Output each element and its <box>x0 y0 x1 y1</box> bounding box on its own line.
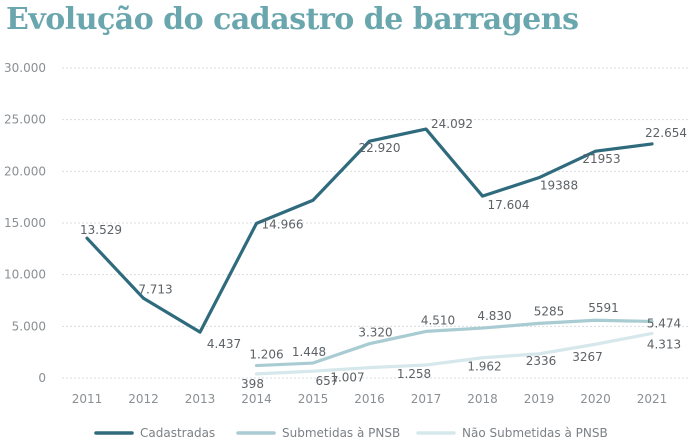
x-tick-label: 2011 <box>72 392 103 406</box>
page-title: Evolução do cadastro de barragens <box>6 2 579 37</box>
data-label-cadastradas: 22.654 <box>645 126 687 140</box>
legend: Cadastradas Submetidas à PNSB Não Submetid… <box>94 426 608 440</box>
legend-label-submetidas: Submetidas à PNSB <box>282 426 400 440</box>
data-label-submetidas: 5591 <box>588 301 619 315</box>
data-label-cadastradas: 19388 <box>540 179 578 193</box>
data-label-nao_submetidas: 4.313 <box>647 337 681 351</box>
data-label-cadastradas: 4.437 <box>207 337 241 351</box>
series-line-cadastradas <box>85 127 654 334</box>
x-tick-label: 2020 <box>580 392 611 406</box>
x-tick-label: 2013 <box>185 392 216 406</box>
y-tick-label: 20.000 <box>4 164 46 178</box>
series-line-nao_submetidas <box>254 331 654 376</box>
data-labels: 13.529 7.713 4.437 14.966 22.920 24.092 17.604… <box>80 117 687 391</box>
data-label-submetidas: 4.510 <box>421 313 455 327</box>
data-label-nao_submetidas: 657 <box>316 374 339 388</box>
x-tick-label: 2021 <box>637 392 668 406</box>
y-tick-label: 15.000 <box>4 216 46 230</box>
grid-lines <box>62 67 690 379</box>
data-label-cadastradas: 7.713 <box>138 282 172 296</box>
data-label-cadastradas: 17.604 <box>488 198 530 212</box>
series-line-submetidas <box>254 318 654 368</box>
data-label-cadastradas: 21953 <box>582 152 620 166</box>
x-tick-label: 2017 <box>411 392 442 406</box>
data-label-nao_submetidas: 1.007 <box>330 371 364 385</box>
legend-label-nao_submetidas: Não Submetidas à PNSB <box>462 426 608 440</box>
data-label-nao_submetidas: 2336 <box>526 354 557 368</box>
y-tick-label: 10.000 <box>4 268 46 282</box>
data-label-submetidas: 4.830 <box>477 309 511 323</box>
data-label-submetidas: 5285 <box>534 304 565 318</box>
x-axis-ticks: 2011 2012 2013 2014 2015 2016 2017 2018 2019 2020… <box>72 392 668 406</box>
data-label-submetidas: 5.474 <box>647 316 681 330</box>
legend-label-cadastradas: Cadastradas <box>140 426 215 440</box>
data-label-submetidas: 1.206 <box>249 348 283 362</box>
y-axis-ticks: 0 5.000 10.000 15.000 20.000 25.000 30.000 <box>4 61 46 385</box>
data-label-cadastradas: 22.920 <box>359 141 401 155</box>
x-tick-label: 2014 <box>241 392 272 406</box>
data-label-cadastradas: 24.092 <box>431 117 473 131</box>
data-label-nao_submetidas: 3267 <box>572 350 603 364</box>
y-tick-label: 5.000 <box>12 319 46 333</box>
data-label-submetidas: 1.448 <box>292 345 326 359</box>
x-tick-label: 2015 <box>298 392 329 406</box>
data-label-nao_submetidas: 1.258 <box>397 367 431 381</box>
y-tick-label: 25.000 <box>4 113 46 127</box>
data-label-submetidas: 3.320 <box>358 326 392 340</box>
data-label-cadastradas: 13.529 <box>80 223 122 237</box>
x-tick-label: 2019 <box>524 392 555 406</box>
x-tick-label: 2018 <box>467 392 498 406</box>
y-tick-label: 30.000 <box>4 61 46 75</box>
data-label-nao_submetidas: 1.962 <box>467 360 501 374</box>
x-tick-label: 2016 <box>354 392 385 406</box>
series-lines <box>85 127 654 376</box>
x-tick-label: 2012 <box>128 392 159 406</box>
data-label-cadastradas: 14.966 <box>262 217 304 231</box>
data-label-nao_submetidas: 398 <box>241 377 264 391</box>
y-tick-label: 0 <box>38 371 46 385</box>
